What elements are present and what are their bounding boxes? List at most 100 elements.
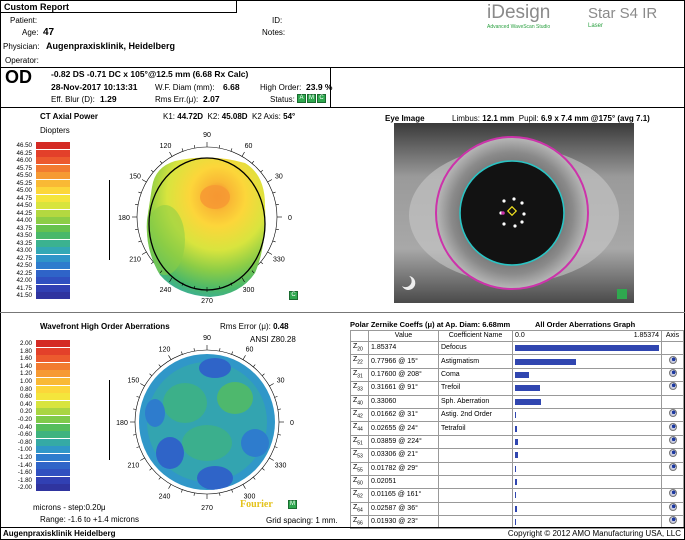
zernike-bar-cell xyxy=(512,461,662,476)
scale-row: 43.25 xyxy=(0,239,72,247)
limbus-circle xyxy=(435,136,589,290)
zernike-axis xyxy=(661,367,684,383)
wf-unit: microns - step:0.20μ xyxy=(33,503,106,512)
zernike-bar-cell xyxy=(512,421,662,436)
axis-icon xyxy=(668,382,677,391)
scale-row: -2.00 xyxy=(0,484,72,492)
zernike-axis xyxy=(661,434,684,450)
angle-label: 90 xyxy=(203,335,211,342)
scale-row: 44.25 xyxy=(0,209,72,217)
wf-ansi: ANSI Z80.28 xyxy=(250,335,296,344)
scale-row: 45.50 xyxy=(0,172,72,179)
notes-label: Notes: xyxy=(262,28,286,37)
zernike-bar-cell xyxy=(512,474,662,490)
eff-blur-value: 1.29 xyxy=(100,94,117,104)
wf-title: Wavefront High Order Aberrations xyxy=(40,322,170,331)
angle-label: 120 xyxy=(159,346,171,353)
scale-row: -1.60 xyxy=(0,469,72,477)
zernike-term: Z60 xyxy=(350,474,369,490)
zernike-axis xyxy=(661,340,684,356)
scale-row: 46.00 xyxy=(0,157,72,164)
zernike-row: Z62 0.01165 @ 161° xyxy=(350,488,684,503)
scale-row: 0.40 xyxy=(0,400,72,408)
angle-label: 180 xyxy=(118,215,130,222)
ct-k-values: K1: 44.72D K2: 45.08D K2 Axis: 54° xyxy=(163,112,296,121)
zernike-axis xyxy=(661,501,684,517)
zernike-bar xyxy=(515,519,517,526)
zernike-name xyxy=(438,448,513,463)
angle-label: 240 xyxy=(160,287,172,294)
ct-badge: C xyxy=(288,291,298,301)
zernike-bar-cell xyxy=(512,381,662,396)
angle-label: 90 xyxy=(203,132,211,139)
zernike-row: Z40 0.33060 Sph. Aberration xyxy=(350,394,684,409)
scale-row: 0.20 xyxy=(0,408,72,416)
col-name: Coefficient Name xyxy=(438,330,513,342)
age-label: Age: xyxy=(22,28,39,37)
angle-label: 240 xyxy=(159,494,171,501)
k2-value: 45.08D xyxy=(221,112,248,121)
scale-row: 1.40 xyxy=(0,362,72,370)
zernike-row: Z31 0.17600 @ 208° Coma xyxy=(350,367,684,383)
wf-rms-value: 0.48 xyxy=(273,322,289,331)
zernike-bar xyxy=(515,371,529,378)
zernike-bar-cell xyxy=(512,434,662,450)
status-badge-c: C xyxy=(317,94,326,104)
angle-label: 210 xyxy=(128,463,140,470)
scale-row: -0.80 xyxy=(0,438,72,446)
zernike-name xyxy=(438,461,513,476)
angle-label: 270 xyxy=(201,298,213,305)
zernike-name: Coma xyxy=(438,367,513,383)
brand-sub: Advanced WaveScan Studio xyxy=(487,24,551,30)
k1-value: 44.72D xyxy=(177,112,204,121)
zernike-row: Z51 0.03859 @ 224° xyxy=(350,434,684,450)
angle-label: 210 xyxy=(129,257,141,264)
zernike-name xyxy=(438,434,513,450)
zernike-row: Z33 0.31661 @ 91° Trefoil xyxy=(350,381,684,396)
zernike-bar-cell xyxy=(512,407,662,423)
scale-row: 45.25 xyxy=(0,179,72,187)
rms-err-value: 2.07 xyxy=(203,94,220,104)
zernike-bar-cell xyxy=(512,354,662,369)
footer-clinic: Augenpraxisklinik Heidelberg xyxy=(3,529,116,538)
scale-row: 44.75 xyxy=(0,194,72,202)
angle-label: 60 xyxy=(245,143,253,150)
wf-rms: Rms Error (μ): 0.48 xyxy=(220,322,289,331)
eff-blur-label: Eff. Blur (D): xyxy=(51,95,95,104)
scale-row: 42.75 xyxy=(0,254,72,262)
moon-icon xyxy=(402,276,416,290)
zernike-value: 0.31661 @ 91° xyxy=(368,381,439,396)
scale-row: 42.50 xyxy=(0,262,72,269)
zernike-bar xyxy=(515,465,517,472)
zernike-row: Z64 0.02587 @ 36° xyxy=(350,501,684,517)
zernike-value: 0.01662 @ 31° xyxy=(368,407,439,423)
status-label: Status: xyxy=(270,95,295,104)
col-axis: Axis xyxy=(661,330,684,342)
zernike-name xyxy=(438,501,513,517)
zernike-row: Z22 0.77966 @ 15° Astigmatism xyxy=(350,354,684,369)
axis-icon xyxy=(668,355,677,364)
zernike-term: Z62 xyxy=(350,488,369,503)
ct-title: CT Axial Power xyxy=(40,112,98,121)
zernike-row: Z55 0.01782 @ 29° xyxy=(350,461,684,476)
status-badge-a: A xyxy=(297,94,306,104)
angle-label: 180 xyxy=(116,420,128,427)
axis-icon xyxy=(668,516,677,525)
brand-model: Star S4 IR xyxy=(588,5,658,22)
zernike-bar xyxy=(515,492,516,499)
scale-row: 1.60 xyxy=(0,355,72,363)
scale-row: 1.80 xyxy=(0,347,72,355)
zernike-value: 0.17600 @ 208° xyxy=(368,367,439,383)
zernike-value: 0.77966 @ 15° xyxy=(368,354,439,369)
brand-logo: iDesign xyxy=(487,2,551,23)
angle-label: 30 xyxy=(275,174,283,181)
scale-row: 45.00 xyxy=(0,187,72,194)
scale-row: -1.20 xyxy=(0,454,72,461)
eye-side: OD xyxy=(5,67,32,87)
zernike-value: 0.02051 xyxy=(368,474,439,490)
zernike-axis xyxy=(661,461,684,476)
zernike-value: 1.85374 xyxy=(368,340,439,356)
zernike-term: Z33 xyxy=(350,381,369,396)
zernike-bar xyxy=(515,358,576,365)
